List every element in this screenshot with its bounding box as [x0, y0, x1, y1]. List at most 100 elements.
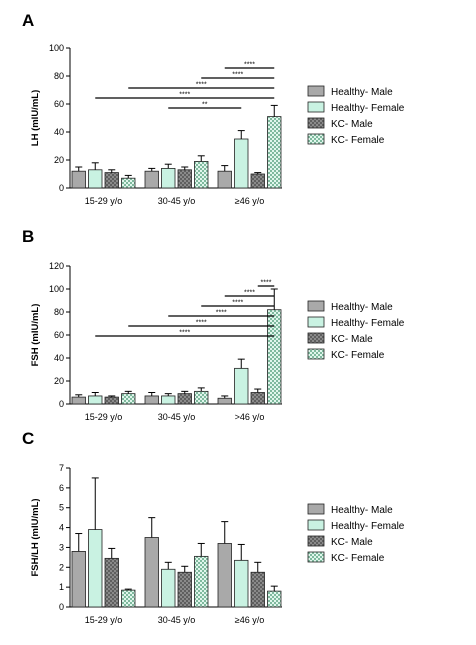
- y-axis-label: FSH/LH (mIU/mL): [30, 498, 41, 576]
- y-tick-label: 0: [59, 602, 64, 612]
- significance-label: ****: [179, 330, 190, 337]
- y-tick-label: 100: [49, 284, 64, 294]
- bar: [234, 138, 249, 189]
- bar: [121, 589, 136, 608]
- x-tick-label: 15-29 y/o: [85, 196, 123, 206]
- y-tick-label: 20: [54, 376, 64, 386]
- bar: [267, 590, 282, 608]
- significance-label: ****: [216, 310, 227, 317]
- legend-swatch: [307, 551, 325, 563]
- bar: [88, 529, 103, 608]
- significance-label: ****: [179, 92, 190, 99]
- legend-label: KC- Male: [331, 537, 373, 548]
- legend-label: Healthy- Male: [331, 505, 393, 516]
- y-tick-label: 6: [59, 483, 64, 493]
- bar: [217, 170, 232, 189]
- bar: [194, 160, 209, 189]
- bar: [161, 167, 176, 189]
- significance-label: ****: [244, 62, 255, 69]
- legend-label: Healthy- Female: [331, 521, 405, 532]
- bar: [71, 396, 86, 405]
- y-tick-label: 1: [59, 582, 64, 592]
- bar: [267, 309, 282, 405]
- bar: [177, 571, 192, 608]
- significance-label: ****: [261, 280, 272, 287]
- bar: [144, 537, 159, 608]
- significance-label: ****: [196, 320, 207, 327]
- bar: [250, 173, 265, 189]
- x-tick-label: 15-29 y/o: [85, 615, 123, 625]
- bar: [104, 172, 119, 189]
- legend: Healthy- Male Healthy- Female KC- Male KC- …: [307, 300, 405, 361]
- bar: [217, 543, 232, 608]
- bar: [267, 116, 282, 189]
- y-tick-label: 120: [49, 261, 64, 271]
- y-tick-label: 2: [59, 562, 64, 572]
- chart-panel-C: C FSH/LH (mIU/mL) 0 1 2 3 4 5 6 7 15-29 y/o 30-45 y…: [22, 429, 405, 625]
- legend-swatch: [307, 85, 325, 97]
- legend-label: KC- Male: [331, 119, 373, 130]
- y-tick-label: 100: [49, 43, 64, 53]
- bar: [144, 395, 159, 405]
- legend-label: Healthy- Female: [331, 318, 405, 329]
- x-tick-label: 30-45 y/o: [158, 412, 196, 422]
- y-axis-label: FSH (mIU/mL): [30, 304, 41, 367]
- bar: [234, 559, 249, 608]
- bar: [121, 393, 136, 405]
- legend-label: Healthy- Male: [331, 87, 393, 98]
- panel-letter: C: [22, 429, 34, 448]
- panel-letter: B: [22, 227, 34, 246]
- significance-label: ****: [232, 72, 243, 79]
- legend-label: Healthy- Male: [331, 302, 393, 313]
- legend-label: KC- Male: [331, 334, 373, 345]
- bar: [104, 396, 119, 405]
- y-tick-label: 20: [54, 155, 64, 165]
- legend-label: KC- Female: [331, 553, 385, 564]
- bar: [234, 367, 249, 405]
- y-axis-label: LH (mIU/mL): [30, 90, 41, 146]
- bar: [161, 568, 176, 608]
- bar: [121, 177, 136, 189]
- legend-label: KC- Female: [331, 135, 385, 146]
- y-tick-label: 3: [59, 542, 64, 552]
- x-tick-label: 30-45 y/o: [158, 615, 196, 625]
- bar: [104, 557, 119, 608]
- y-tick-label: 0: [59, 399, 64, 409]
- bar: [71, 170, 86, 189]
- bar: [71, 551, 86, 608]
- y-tick-label: 80: [54, 307, 64, 317]
- y-tick-label: 0: [59, 183, 64, 193]
- legend-swatch: [307, 316, 325, 328]
- x-tick-label: ≥46 y/o: [235, 196, 264, 206]
- y-tick-label: 7: [59, 463, 64, 473]
- significance-label: ****: [232, 300, 243, 307]
- legend-swatch: [307, 348, 325, 360]
- legend-label: KC- Female: [331, 350, 385, 361]
- x-tick-label: >46 y/o: [235, 412, 265, 422]
- legend-swatch: [307, 101, 325, 113]
- x-tick-label: ≥46 y/o: [235, 615, 264, 625]
- y-tick-label: 60: [54, 330, 64, 340]
- significance-label: ****: [244, 290, 255, 297]
- x-tick-label: 15-29 y/o: [85, 412, 123, 422]
- legend-swatch: [307, 332, 325, 344]
- bar: [250, 392, 265, 405]
- legend-label: Healthy- Female: [331, 103, 405, 114]
- legend-swatch: [307, 133, 325, 145]
- legend: Healthy- Male Healthy- Female KC- Male KC- …: [307, 85, 405, 146]
- legend-swatch: [307, 503, 325, 515]
- y-tick-label: 40: [54, 353, 64, 363]
- bar: [194, 390, 209, 405]
- y-tick-label: 80: [54, 71, 64, 81]
- y-tick-label: 60: [54, 99, 64, 109]
- bar: [217, 397, 232, 405]
- y-tick-label: 40: [54, 127, 64, 137]
- bar: [161, 395, 176, 405]
- legend-swatch: [307, 519, 325, 531]
- legend: Healthy- Male Healthy- Female KC- Male KC- …: [307, 503, 405, 564]
- legend-swatch: [307, 535, 325, 547]
- bar: [177, 169, 192, 189]
- bar: [144, 170, 159, 189]
- significance-label: ****: [196, 82, 207, 89]
- legend-swatch: [307, 300, 325, 312]
